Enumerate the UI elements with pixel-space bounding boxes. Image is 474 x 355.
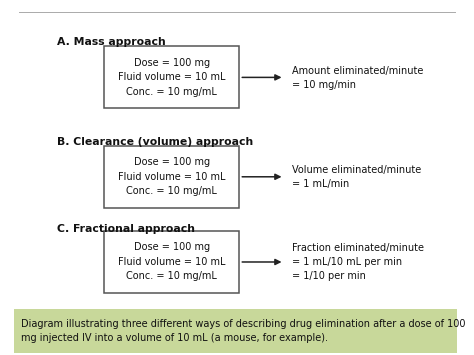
Bar [104,46,239,108]
Text: B. Clearance (volume) approach: B. Clearance (volume) approach [57,137,253,147]
Text: Fraction eliminated/minute
= 1 mL/10 mL per min
= 1/10 per min: Fraction eliminated/minute = 1 mL/10 mL … [292,243,423,281]
Bar [14,309,457,353]
Text: A. Mass approach: A. Mass approach [57,37,165,47]
Text: C. Fractional approach: C. Fractional approach [57,224,195,234]
Bar [104,146,239,208]
Text: Amount eliminated/minute
= 10 mg/min: Amount eliminated/minute = 10 mg/min [292,66,423,90]
Text: Volume eliminated/minute
= 1 mL/min: Volume eliminated/minute = 1 mL/min [292,165,421,189]
Text: Dose = 100 mg
Fluid volume = 10 mL
Conc. = 10 mg/mL: Dose = 100 mg Fluid volume = 10 mL Conc.… [118,157,226,196]
Text: Dose = 100 mg
Fluid volume = 10 mL
Conc. = 10 mg/mL: Dose = 100 mg Fluid volume = 10 mL Conc.… [118,242,226,281]
Text: Dose = 100 mg
Fluid volume = 10 mL
Conc. = 10 mg/mL: Dose = 100 mg Fluid volume = 10 mL Conc.… [118,58,226,97]
Text: Diagram illustrating three different ways of describing drug elimination after a: Diagram illustrating three different way… [21,319,466,343]
Bar [104,231,239,293]
